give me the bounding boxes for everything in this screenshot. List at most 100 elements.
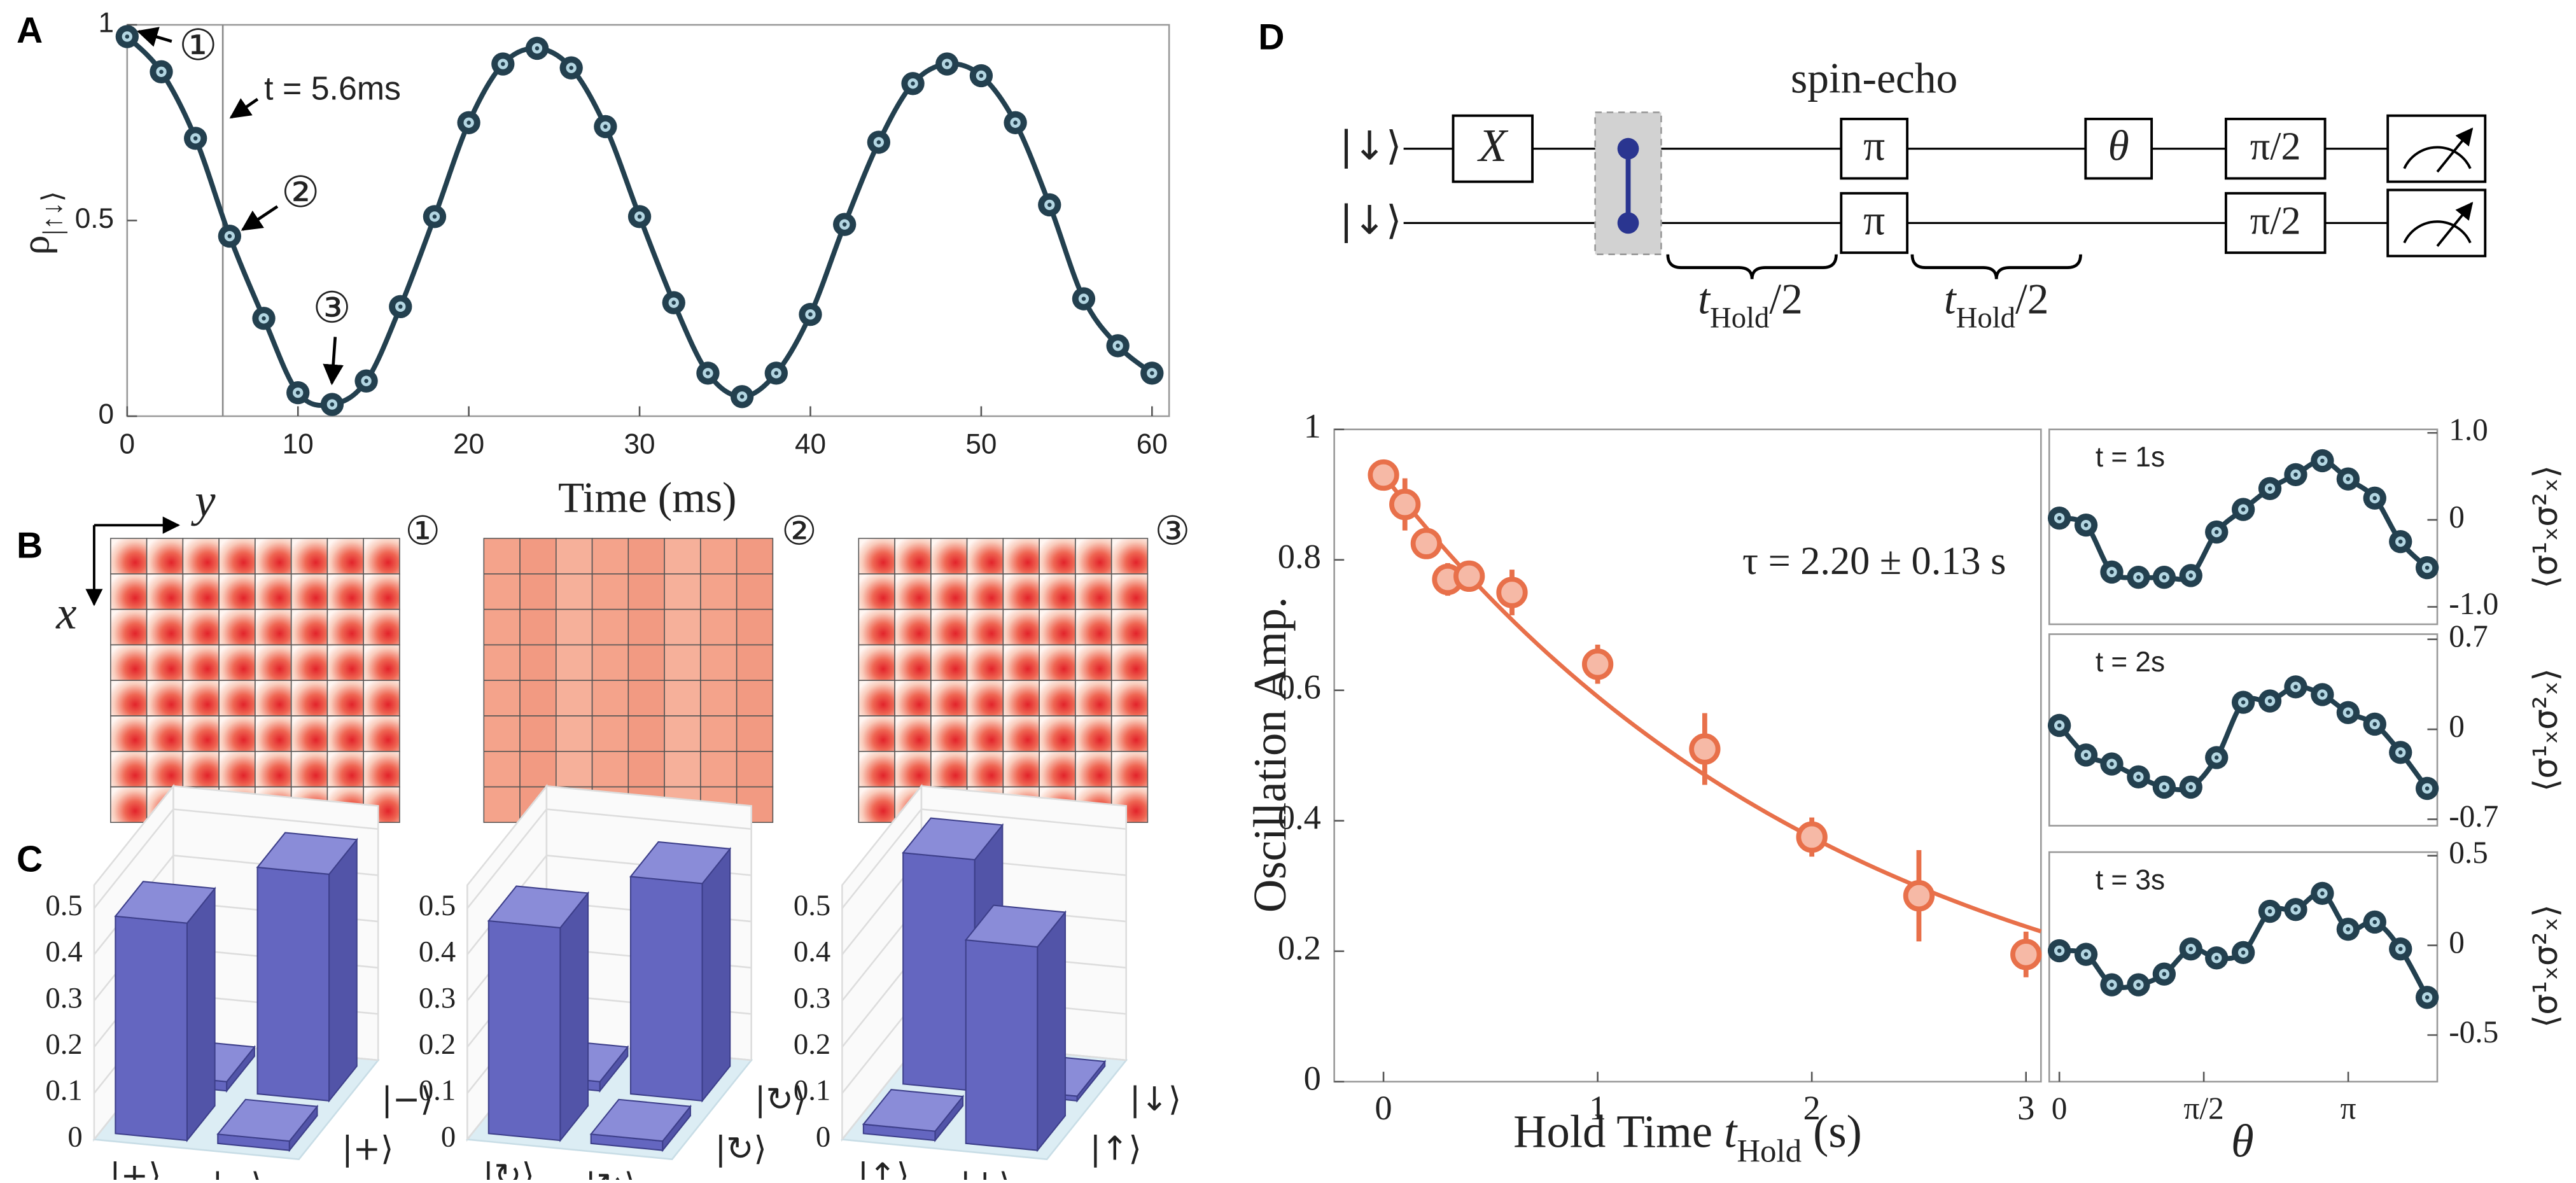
marker-dot — [876, 140, 881, 144]
heatmap-cell — [1002, 538, 1040, 575]
x-tick-label: 20 — [453, 428, 484, 459]
x-axis-label-part: Hold — [1737, 1133, 1802, 1168]
heatmap-cell — [519, 608, 557, 646]
data-point — [1410, 528, 1443, 559]
heatmap-cell — [556, 750, 593, 788]
x-axis-label-part: (s) — [1802, 1105, 1862, 1157]
marker-dot — [2398, 539, 2403, 544]
y-category-label: |−⟩ — [381, 1081, 433, 1119]
heatmap-cell — [1002, 644, 1040, 681]
marker-dot — [739, 395, 745, 399]
circuit-title: spin-echo — [1791, 54, 1957, 102]
heatmap-cell — [1075, 608, 1112, 646]
marker-dot — [1081, 297, 1086, 301]
heatmap-cell — [255, 538, 292, 575]
y-tick-label: -0.7 — [2449, 799, 2498, 834]
gate — [1840, 192, 1909, 255]
heatmap-cell — [255, 680, 292, 717]
heatmap-cell — [1110, 644, 1149, 681]
interval-var: t — [1944, 276, 1957, 323]
interval-var: t — [1698, 276, 1711, 323]
axis-name: x — [55, 587, 76, 638]
heatmap-cell — [483, 715, 521, 752]
heatmap-cell — [627, 750, 665, 788]
heatmap-cell — [664, 680, 701, 717]
bar-side — [701, 846, 731, 1103]
marker-dot — [2188, 573, 2194, 578]
heatmap-cell — [326, 715, 364, 752]
y-tick-label: 0.5 — [75, 203, 114, 234]
heatmap-cell — [736, 538, 774, 575]
heatmap-cell — [519, 538, 557, 575]
x-tick-label: π — [2341, 1091, 2356, 1126]
heatmap-cell — [591, 680, 629, 717]
x-tick-label: 0 — [120, 428, 136, 459]
marker-dot — [2425, 995, 2430, 1000]
bar-top — [629, 841, 732, 885]
bar-front — [115, 915, 188, 1142]
annotation: t = 5.6ms — [264, 70, 401, 107]
data-point — [1496, 577, 1528, 608]
heatmap-cell — [218, 715, 256, 752]
marker-dot — [2188, 946, 2194, 951]
heatmap-cell — [110, 573, 148, 610]
marker-dot — [227, 234, 232, 239]
heatmap-cell — [519, 715, 557, 752]
heatmap-cell — [1110, 715, 1149, 752]
state-label: ① — [405, 507, 440, 554]
heatmap-cell — [1075, 573, 1112, 610]
marker-dot — [193, 136, 198, 141]
x-axis-label-part: Hold Time — [1513, 1105, 1724, 1157]
marker-dot — [398, 304, 403, 309]
marker-dot — [2110, 570, 2114, 575]
marker-dot — [125, 34, 130, 39]
x-tick-label: 0 — [2052, 1091, 2068, 1126]
heatmap-cell — [1039, 538, 1076, 575]
data-point — [1903, 879, 1935, 912]
heatmap-cell — [182, 573, 220, 610]
heatmap-cell — [736, 573, 774, 610]
marker-dot — [2083, 753, 2089, 757]
heatmap-cell — [736, 644, 774, 681]
x-category-label: |↑⟩ — [858, 1156, 909, 1180]
annotation-arrow — [136, 27, 172, 47]
x-category-label: |−⟩ — [212, 1166, 263, 1180]
marker-dot — [2293, 907, 2298, 912]
marker-dot — [2136, 983, 2141, 987]
annotation: ② — [281, 167, 319, 217]
heatmap-cell — [930, 608, 968, 646]
marker-dot — [706, 371, 710, 375]
heatmap-cell — [326, 644, 364, 681]
marker-dot — [2162, 972, 2167, 976]
marker-dot — [2320, 458, 2325, 463]
heatmap-cell — [700, 644, 738, 681]
heatmap-cell — [218, 608, 256, 646]
gate-label: π — [1863, 196, 1885, 244]
bar-top — [862, 1089, 965, 1132]
x-tick-label: π/2 — [2183, 1091, 2223, 1126]
y-category-label: |↻⟩ — [755, 1081, 806, 1119]
plot-frame — [2048, 851, 2439, 1083]
z-tick-label: 0 — [67, 1120, 82, 1153]
heatmap-cell — [627, 644, 665, 681]
marker-dot — [2346, 927, 2351, 932]
heatmap-cell — [1002, 680, 1040, 717]
state-label: ③ — [1154, 507, 1190, 554]
marker-dot — [569, 66, 573, 70]
heatmap-cell — [627, 538, 665, 575]
heatmap-cell — [930, 715, 968, 752]
heatmap-cell — [326, 750, 364, 788]
brace — [1910, 254, 2082, 279]
y-axis-label: ⟨σ¹ₓσ²ₓ⟩ — [2527, 904, 2565, 1028]
bar-front — [256, 866, 330, 1102]
heatmap-cell — [1039, 715, 1076, 752]
heatmap-cell — [894, 680, 932, 717]
interval-label: tHold/2 — [1944, 276, 2049, 334]
state-label: ② — [781, 507, 817, 554]
marker-dot — [501, 62, 505, 66]
gate-label: π/2 — [2250, 199, 2301, 242]
marker-dot — [1047, 202, 1052, 207]
x-axis-label: Hold Time tHold (s) — [1513, 1105, 1862, 1168]
y-tick-label: 0 — [2449, 925, 2465, 960]
heatmap-cell — [290, 750, 328, 788]
